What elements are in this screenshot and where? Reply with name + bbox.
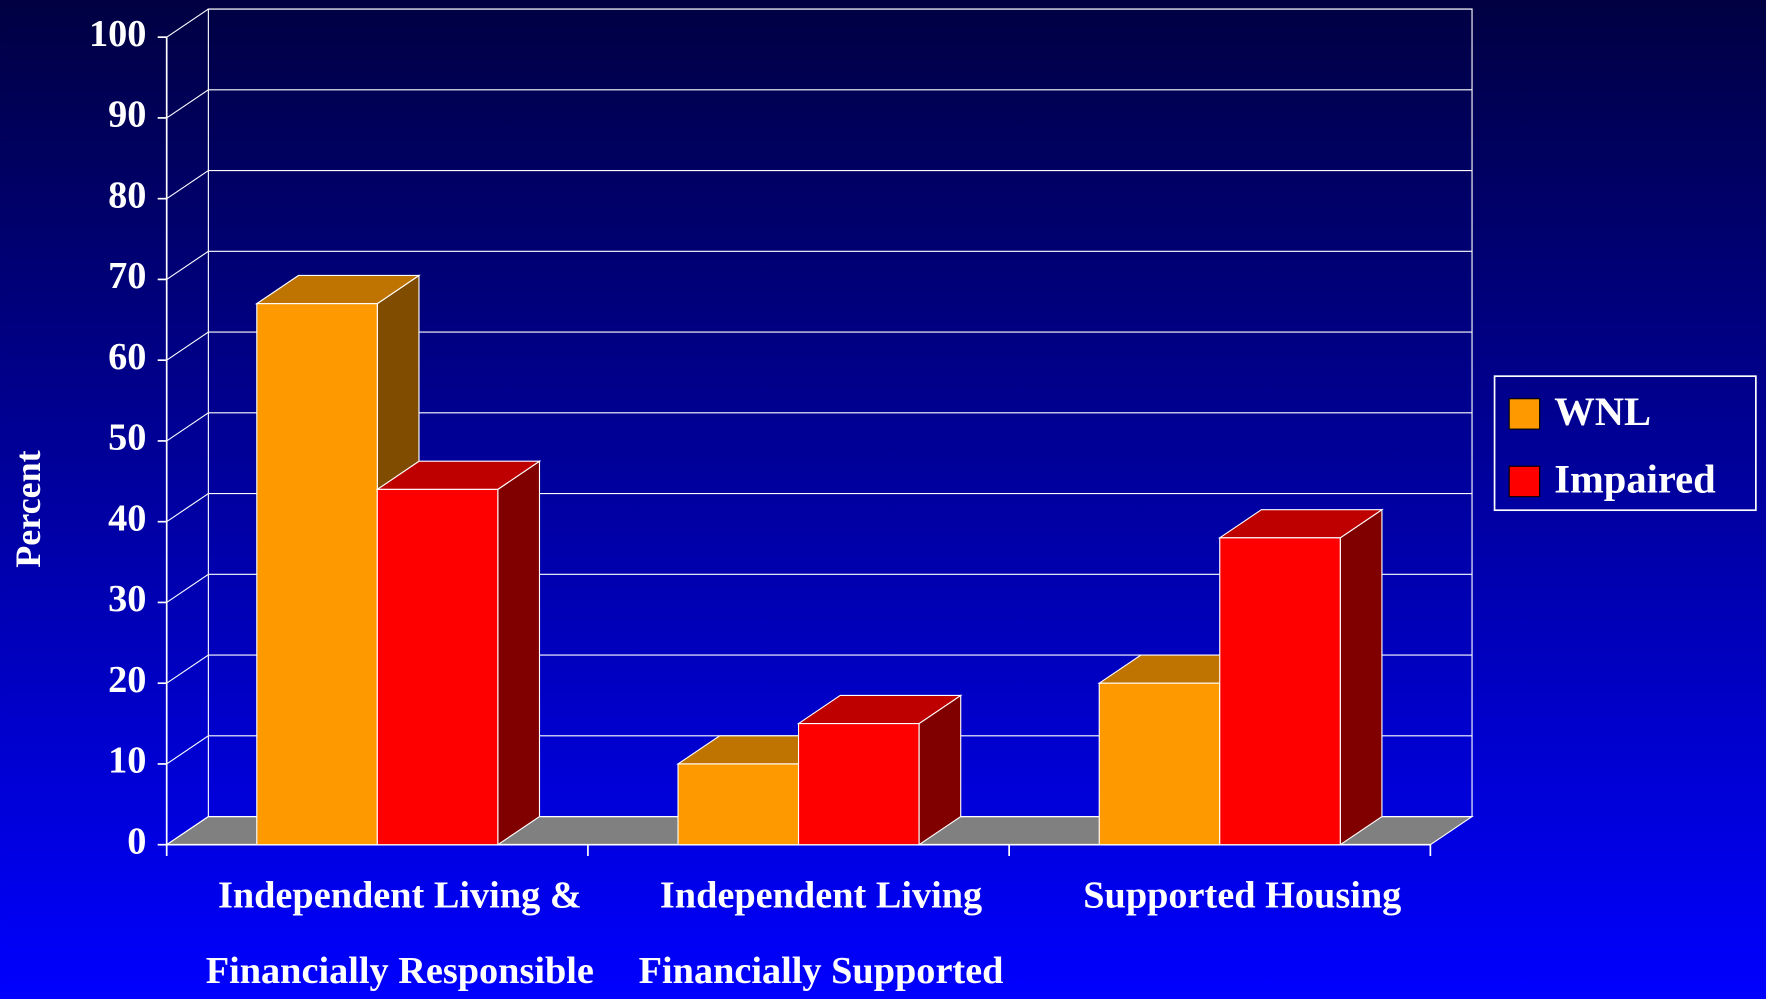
bar-side xyxy=(1339,508,1383,846)
y-tick-label: 60 xyxy=(108,336,146,378)
x-tick-label: Independent Living xyxy=(660,875,982,917)
bar-side xyxy=(497,460,541,846)
bar xyxy=(797,723,920,846)
grid-line xyxy=(166,412,1473,442)
y-tick-label: 40 xyxy=(108,497,146,539)
y-tick-label: 0 xyxy=(127,820,146,862)
legend-box xyxy=(1493,375,1757,512)
y-axis-title: Percent xyxy=(8,450,48,567)
x-tick-label: Financially Supported xyxy=(639,950,1004,992)
grid-line xyxy=(166,573,1473,603)
legend-swatch xyxy=(1508,398,1541,430)
bar xyxy=(1098,682,1221,846)
y-tick-label: 10 xyxy=(108,740,146,782)
bar xyxy=(376,488,499,846)
y-tick-label: 100 xyxy=(89,13,146,55)
y-tick-label: 20 xyxy=(108,659,146,701)
grid-line xyxy=(166,815,1473,846)
grid-line xyxy=(166,89,1473,119)
grid-line xyxy=(166,169,1473,200)
bar xyxy=(256,303,378,846)
grid-line xyxy=(166,250,1473,280)
bar xyxy=(1219,537,1341,846)
grid-line xyxy=(166,8,1473,38)
x-tick-label: Independent Living & xyxy=(218,875,582,917)
grid-line xyxy=(166,654,1473,684)
legend-label: WNL xyxy=(1554,389,1651,434)
y-tick-label: 70 xyxy=(108,255,146,297)
y-tick-label: 50 xyxy=(108,417,146,459)
x-tick-label: Financially Responsible xyxy=(206,950,594,992)
y-tick-label: 30 xyxy=(108,578,146,620)
y-tick-label: 80 xyxy=(108,174,146,216)
legend-swatch xyxy=(1508,465,1541,498)
bar xyxy=(677,763,800,846)
grid-line xyxy=(166,492,1473,523)
grid-line xyxy=(166,331,1473,361)
grid-line xyxy=(166,735,1473,765)
legend-label: Impaired xyxy=(1554,456,1716,501)
y-tick-label: 90 xyxy=(108,94,146,136)
x-tick-label: Supported Housing xyxy=(1083,875,1401,917)
